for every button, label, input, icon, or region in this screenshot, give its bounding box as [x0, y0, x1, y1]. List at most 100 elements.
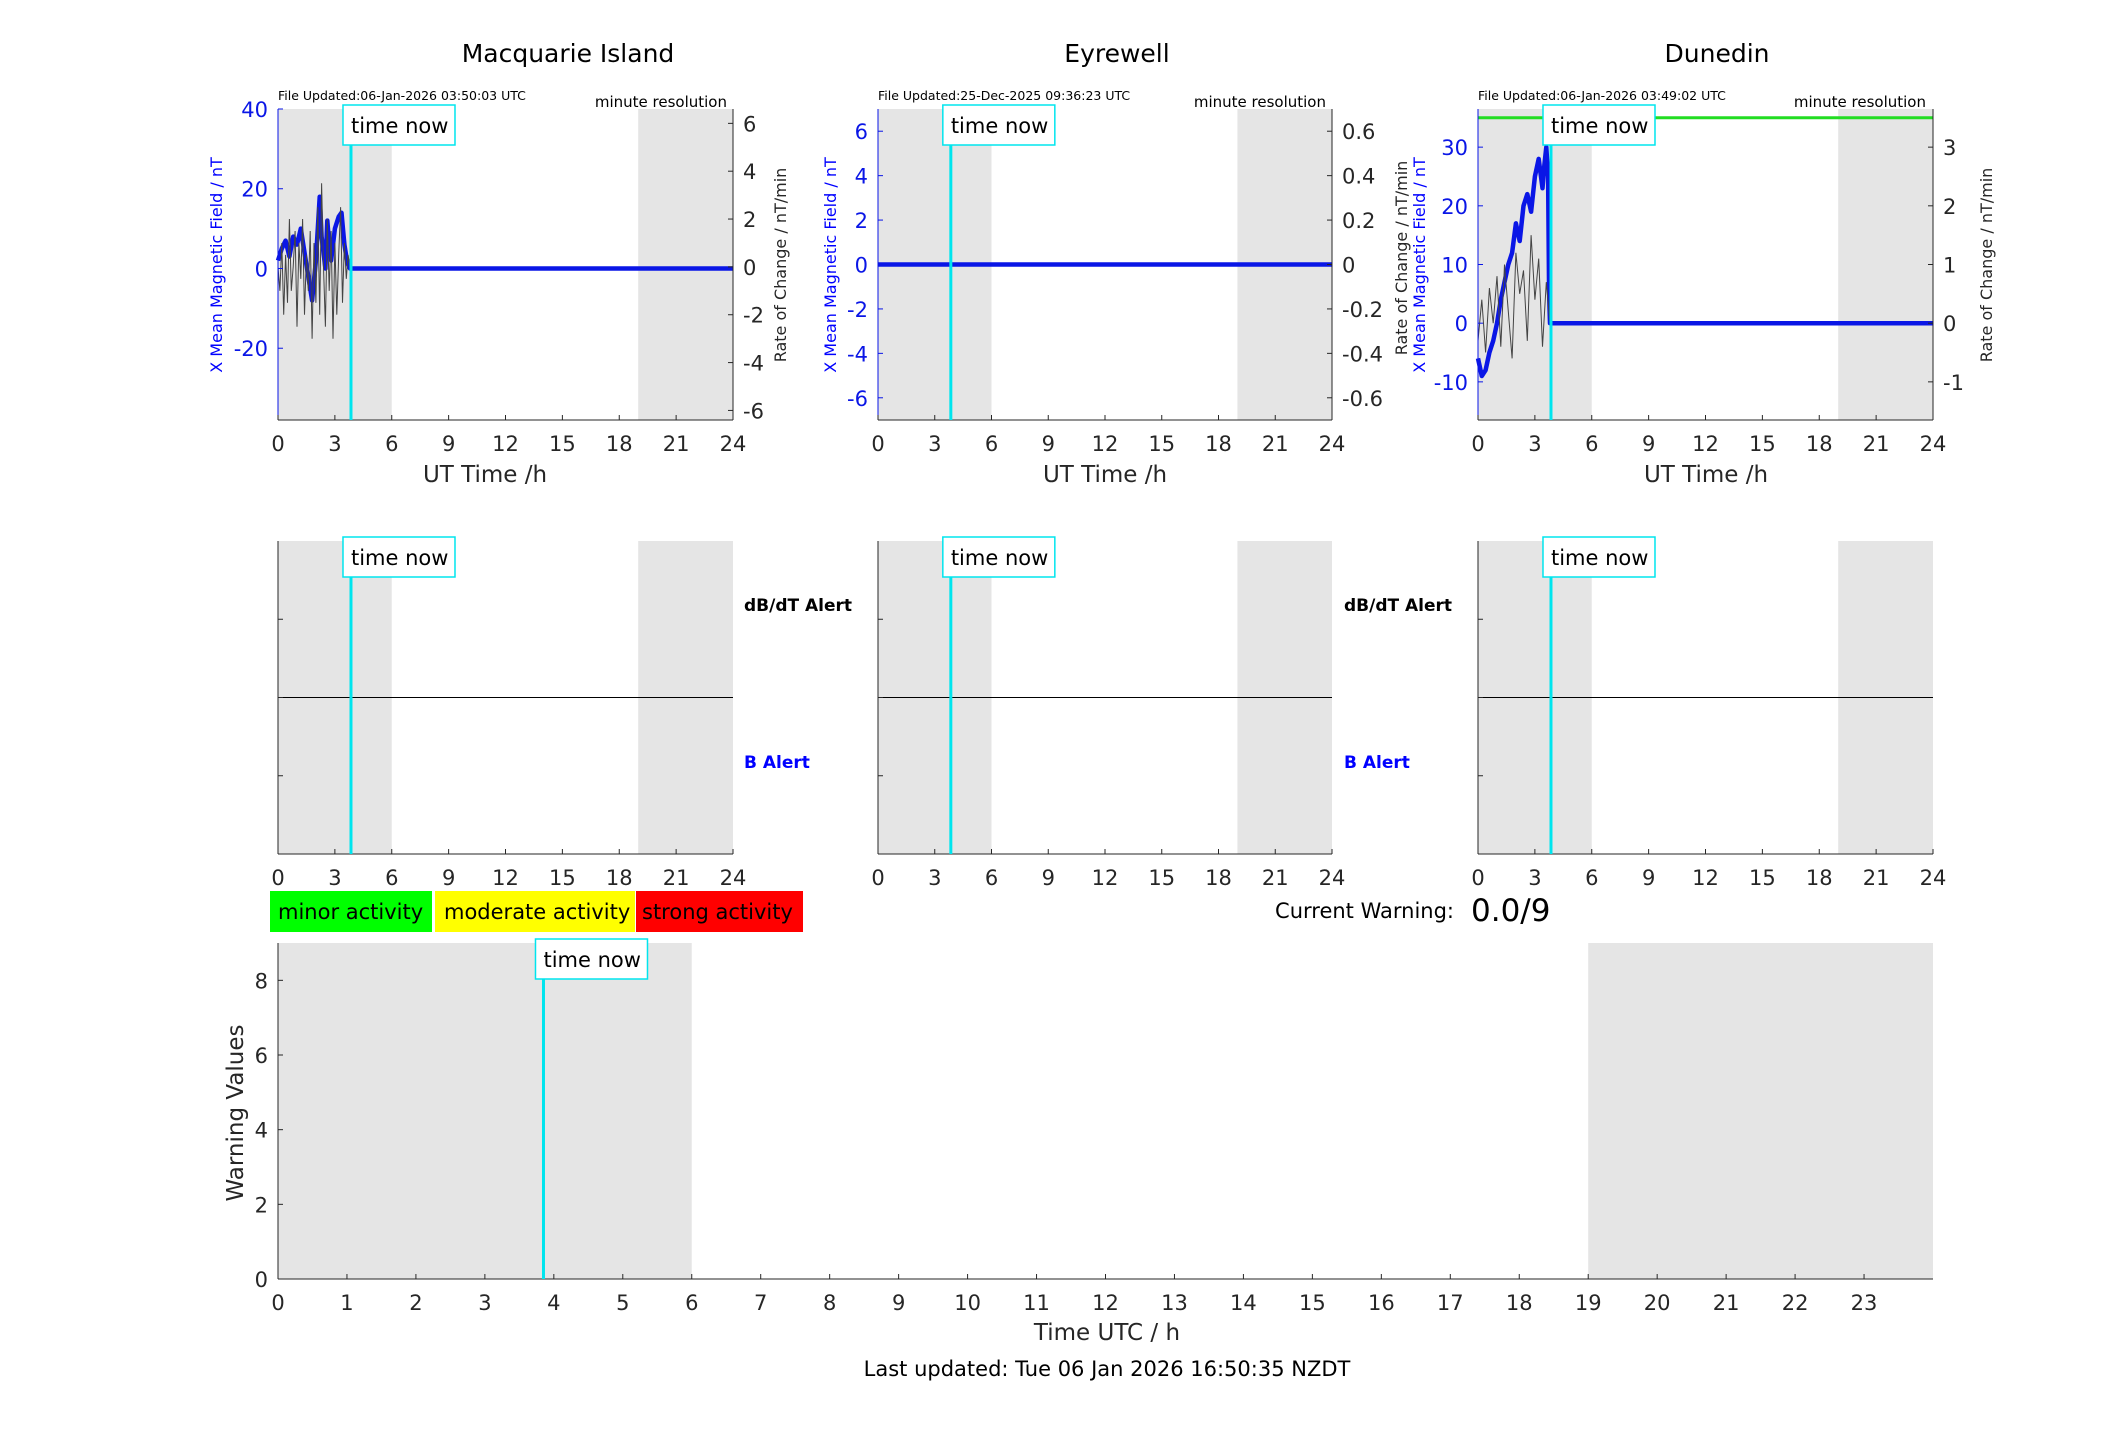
warning-x-tick-label: 11: [1023, 1291, 1050, 1315]
x-tick-label: 24: [1319, 432, 1346, 456]
title-eyrewell: Eyrewell: [1064, 39, 1169, 68]
time-now-label: time now: [351, 114, 448, 138]
alert-x-tick-label: 3: [328, 866, 341, 890]
right-tick-label: -1: [1943, 371, 1964, 395]
alert-x-tick-label: 15: [1749, 866, 1776, 890]
warning-x-tick-label: 19: [1575, 1291, 1602, 1315]
x-tick-label: 12: [1092, 432, 1119, 456]
rate-of-change-line: [1477, 235, 1551, 359]
warning-x-tick-label: 15: [1299, 1291, 1326, 1315]
minute-resolution-dunedin: minute resolution: [1794, 93, 1926, 111]
time-now-box: [342, 104, 456, 146]
night-band: [1478, 109, 1592, 420]
file-updated-macquarie: File Updated:06-Jan-2026 03:50:03 UTC: [278, 88, 526, 103]
x-tick-label: 6: [985, 432, 998, 456]
warning-x-tick-label: 21: [1713, 1291, 1740, 1315]
warning-x-tick-label: 5: [616, 1291, 629, 1315]
alert-x-tick-label: 18: [1205, 866, 1232, 890]
left-tick-label: 30: [1441, 136, 1468, 160]
night-band: [638, 109, 733, 420]
warning-x-tick-label: 8: [823, 1291, 836, 1315]
station-plot-eyrewell: -6-4-20246-0.6-0.4-0.200.20.40.600336699…: [847, 104, 1383, 890]
x-tick-label: 0: [871, 432, 884, 456]
alert-x-tick-label: 18: [606, 866, 633, 890]
warning-x-tick-label: 10: [954, 1291, 981, 1315]
right-tick-label: 6: [743, 112, 756, 136]
x-tick-label: 9: [1042, 432, 1055, 456]
alert-x-tick-label: 9: [442, 866, 455, 890]
x-tick-label: 15: [1148, 432, 1175, 456]
x-tick-label: 18: [1205, 432, 1232, 456]
right-tick-label: 0.6: [1342, 120, 1375, 144]
left-tick-label: -6: [847, 387, 868, 411]
legend-strong-swatch: [636, 891, 803, 932]
warning-x-tick-label: 17: [1437, 1291, 1464, 1315]
alert-x-tick-label: 6: [1585, 866, 1598, 890]
warning-x-tick-label: 23: [1851, 1291, 1878, 1315]
warning-x-tick-label: 14: [1230, 1291, 1257, 1315]
right-tick-label: 0: [1943, 312, 1956, 336]
warning-xlabel: Time UTC / h: [1033, 1320, 1180, 1346]
xlabel-eyrewell: UT Time /h: [1043, 462, 1167, 488]
x-tick-label: 3: [328, 432, 341, 456]
time-now-label: time now: [1551, 114, 1648, 138]
warning-x-tick-label: 22: [1782, 1291, 1809, 1315]
x-tick-label: 18: [606, 432, 633, 456]
time-now-box: [342, 536, 456, 578]
x-tick-label: 9: [442, 432, 455, 456]
left-tick-label: 4: [855, 165, 868, 189]
right-tick-label: 1: [1943, 254, 1956, 278]
xlabel-dunedin: UT Time /h: [1644, 462, 1768, 488]
ylabel-left-dunedin: X Mean Magnetic Field / nT: [1410, 157, 1429, 373]
x-tick-label: 15: [549, 432, 576, 456]
time-now-label: time now: [951, 546, 1048, 570]
warning-x-tick-label: 9: [892, 1291, 905, 1315]
right-tick-label: 0.4: [1342, 165, 1375, 189]
x-tick-label: 6: [385, 432, 398, 456]
left-tick-label: -2: [847, 298, 868, 322]
x-tick-label: 24: [1920, 432, 1947, 456]
station-plot-macquarie: -2002040-6-4-202460033669912121515181821…: [234, 98, 764, 890]
alert-x-tick-label: 0: [271, 866, 284, 890]
left-tick-label: 2: [855, 209, 868, 233]
legend-moderate-label: moderate activity: [444, 900, 630, 924]
left-tick-label: -4: [847, 342, 868, 366]
alert-x-tick-label: 3: [1528, 866, 1541, 890]
alert-x-tick-label: 18: [1806, 866, 1833, 890]
alert-x-tick-label: 21: [663, 866, 690, 890]
alert-x-tick-label: 24: [720, 866, 747, 890]
minute-resolution-eyrewell: minute resolution: [1194, 93, 1326, 111]
title-dunedin: Dunedin: [1665, 39, 1770, 68]
alert-x-tick-label: 6: [985, 866, 998, 890]
ylabel-left-macquarie: X Mean Magnetic Field / nT: [207, 157, 226, 373]
ylabel-right-eyrewell: Rate of Change / nT/min: [1392, 161, 1411, 356]
warning-x-tick-label: 4: [547, 1291, 560, 1315]
alert-x-tick-label: 9: [1042, 866, 1055, 890]
left-tick-label: 40: [241, 98, 268, 122]
right-tick-label: -0.2: [1342, 298, 1383, 322]
alert-x-tick-label: 12: [1692, 866, 1719, 890]
right-tick-label: 2: [1943, 195, 1956, 219]
left-tick-label: -20: [234, 337, 268, 361]
alert-x-tick-label: 0: [1471, 866, 1484, 890]
night-band: [1588, 943, 1933, 1279]
alert-x-tick-label: 9: [1642, 866, 1655, 890]
x-tick-label: 3: [1528, 432, 1541, 456]
legend-strong-label: strong activity: [642, 900, 793, 924]
dbdt-alert-label-eyrewell: dB/dT Alert: [1344, 596, 1452, 616]
warning-x-tick-label: 2: [409, 1291, 422, 1315]
station-plot-dunedin: -100102030-10123003366991212151518182121…: [1434, 104, 1964, 890]
x-tick-label: 21: [1863, 432, 1890, 456]
magnetic-field-line: [1475, 144, 1933, 379]
alert-x-tick-label: 15: [1148, 866, 1175, 890]
left-tick-label: 20: [1441, 195, 1468, 219]
x-tick-label: 21: [663, 432, 690, 456]
left-tick-label: 10: [1441, 254, 1468, 278]
alert-x-tick-label: 0: [871, 866, 884, 890]
warning-x-tick-label: 12: [1092, 1291, 1119, 1315]
alert-x-tick-label: 24: [1920, 866, 1947, 890]
legend-moderate-swatch: [435, 891, 635, 932]
left-tick-label: -10: [1434, 371, 1468, 395]
warning-y-tick-label: 6: [255, 1044, 268, 1068]
